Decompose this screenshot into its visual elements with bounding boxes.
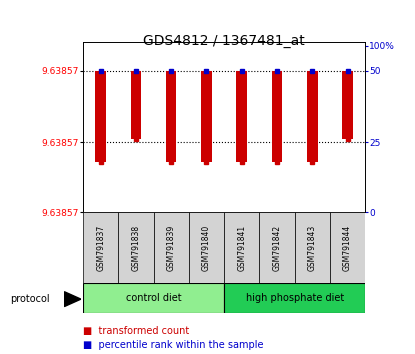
Text: GSM791842: GSM791842 [273,225,281,271]
Text: GDS4812 / 1367481_at: GDS4812 / 1367481_at [143,34,305,48]
FancyBboxPatch shape [118,212,154,283]
Text: ■  transformed count: ■ transformed count [83,326,189,336]
FancyBboxPatch shape [295,212,330,283]
Text: high phosphate diet: high phosphate diet [246,293,344,303]
Bar [272,71,282,162]
FancyBboxPatch shape [259,212,295,283]
FancyBboxPatch shape [224,212,259,283]
Text: GSM791839: GSM791839 [167,225,176,271]
FancyBboxPatch shape [83,283,224,313]
Bar [342,71,353,139]
Text: control diet: control diet [126,293,181,303]
Polygon shape [64,292,81,307]
Text: GSM791843: GSM791843 [308,225,317,271]
FancyBboxPatch shape [83,212,118,283]
Bar [237,71,247,162]
Bar [201,71,212,162]
Text: protocol: protocol [10,294,50,304]
Text: GSM791844: GSM791844 [343,225,352,271]
Text: ■  percentile rank within the sample: ■ percentile rank within the sample [83,340,264,350]
FancyBboxPatch shape [330,212,365,283]
Text: GSM791838: GSM791838 [132,225,140,271]
Bar [131,71,141,139]
Text: GSM791841: GSM791841 [237,225,246,271]
Text: GSM791840: GSM791840 [202,225,211,271]
Bar [166,71,176,162]
Bar [307,71,317,162]
FancyBboxPatch shape [154,212,189,283]
FancyBboxPatch shape [224,283,365,313]
Bar [95,71,106,162]
Text: GSM791837: GSM791837 [96,225,105,271]
FancyBboxPatch shape [189,212,224,283]
